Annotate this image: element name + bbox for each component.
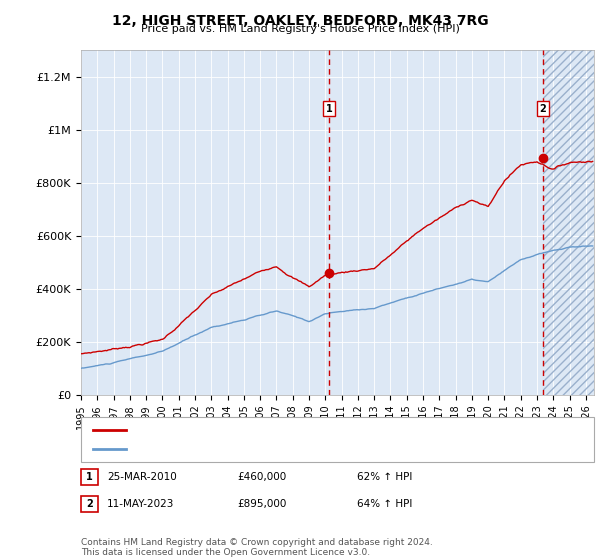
Text: 11-MAY-2023: 11-MAY-2023: [107, 499, 174, 509]
Text: 62% ↑ HPI: 62% ↑ HPI: [357, 472, 412, 482]
Text: £895,000: £895,000: [237, 499, 286, 509]
Text: 64% ↑ HPI: 64% ↑ HPI: [357, 499, 412, 509]
Text: Contains HM Land Registry data © Crown copyright and database right 2024.
This d: Contains HM Land Registry data © Crown c…: [81, 538, 433, 557]
Text: 1: 1: [326, 104, 332, 114]
Text: 1: 1: [86, 472, 93, 482]
Text: HPI: Average price, detached house, Bedford: HPI: Average price, detached house, Bedf…: [132, 445, 351, 455]
Text: 12, HIGH STREET, OAKLEY, BEDFORD, MK43 7RG (detached house): 12, HIGH STREET, OAKLEY, BEDFORD, MK43 7…: [132, 424, 461, 435]
Text: 12, HIGH STREET, OAKLEY, BEDFORD, MK43 7RG: 12, HIGH STREET, OAKLEY, BEDFORD, MK43 7…: [112, 14, 488, 28]
Text: Price paid vs. HM Land Registry's House Price Index (HPI): Price paid vs. HM Land Registry's House …: [140, 24, 460, 34]
Text: 25-MAR-2010: 25-MAR-2010: [107, 472, 176, 482]
Text: 2: 2: [539, 104, 547, 114]
Text: 2: 2: [86, 499, 93, 509]
Text: £460,000: £460,000: [237, 472, 286, 482]
